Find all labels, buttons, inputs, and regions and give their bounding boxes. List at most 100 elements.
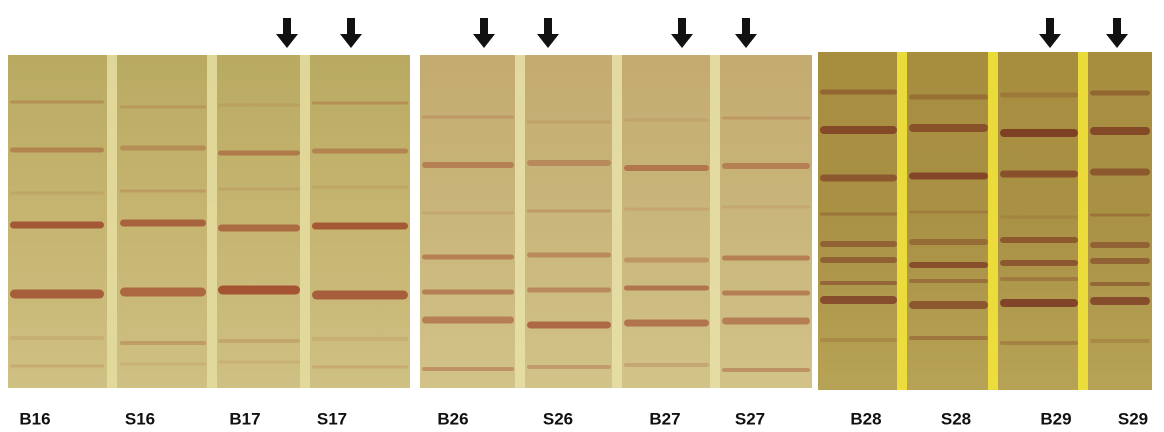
gel-band [218, 187, 300, 191]
gel-band [218, 285, 300, 295]
gel-band [624, 319, 709, 327]
lane-separator [710, 55, 720, 388]
lane-separator [107, 55, 117, 388]
gel-band [1000, 92, 1078, 98]
lane-label: B26 [437, 409, 468, 428]
gel-band [624, 285, 709, 291]
lane-separator [515, 55, 525, 388]
gel-band [820, 174, 897, 182]
lane-label: B17 [229, 409, 260, 428]
lane-separator [988, 52, 998, 390]
lane-separator [897, 52, 907, 390]
gel-band [722, 368, 810, 372]
gel-band [527, 252, 611, 258]
arrow [276, 18, 298, 48]
gel-band [527, 120, 611, 124]
gel-band [1090, 258, 1150, 264]
gel-band [10, 221, 104, 229]
gel-band [312, 148, 408, 154]
lane-label: S28 [941, 409, 971, 428]
arrow [473, 18, 495, 48]
gel-band [722, 317, 810, 325]
gel-band [1090, 213, 1150, 217]
lane-separator [300, 55, 310, 388]
gel-band [909, 301, 988, 309]
lane-label: B28 [850, 409, 881, 428]
gel-band [218, 103, 300, 107]
gel-band [218, 150, 300, 156]
arrow [1106, 18, 1128, 48]
gel-band [1000, 260, 1078, 266]
gel-band [624, 363, 709, 367]
gel-band [624, 257, 709, 263]
gel-band [218, 360, 300, 364]
gel-band [1090, 127, 1150, 135]
gel-band [1090, 242, 1150, 248]
gel-band [10, 100, 104, 104]
gel-band [422, 289, 514, 295]
lane-label: B27 [649, 409, 680, 428]
gel-band [120, 105, 206, 109]
gel-band [10, 191, 104, 195]
gel-band [218, 224, 300, 232]
arrows [276, 18, 1128, 48]
lane-separator [207, 55, 217, 388]
gel-band [820, 296, 897, 304]
gel-band [909, 239, 988, 245]
gel-band [422, 162, 514, 168]
gel-band [218, 339, 300, 343]
gel-band [1000, 215, 1078, 219]
gel-panels [8, 52, 1152, 390]
gel-band [1000, 299, 1078, 307]
gel-band [527, 160, 611, 166]
gel-band [1090, 168, 1150, 176]
gel-band [422, 254, 514, 260]
gel-band [722, 116, 810, 120]
gel-band [527, 365, 611, 369]
gel-band [722, 290, 810, 296]
gel-band [312, 365, 408, 369]
gel-band [624, 165, 709, 171]
lane-separator [612, 55, 622, 388]
arrow [671, 18, 693, 48]
arrow [537, 18, 559, 48]
arrow [1039, 18, 1061, 48]
gel-band [722, 163, 810, 169]
gel-band [10, 147, 104, 153]
gel-band [10, 364, 104, 368]
gel-band [1090, 90, 1150, 96]
lane-separator [1078, 52, 1088, 390]
gel-band [909, 124, 988, 132]
arrow [340, 18, 362, 48]
gel-band [820, 212, 897, 216]
gel-band [909, 336, 988, 340]
gel-band [120, 362, 206, 366]
arrow [735, 18, 757, 48]
gel-band [422, 316, 514, 324]
lane-label: S29 [1118, 409, 1148, 428]
lane-label: S27 [735, 409, 765, 428]
gel-band [1000, 277, 1078, 281]
gel-band [722, 205, 810, 209]
gel-band [422, 211, 514, 215]
gel-band [722, 255, 810, 261]
gel-band [422, 115, 514, 119]
gel-band [909, 94, 988, 100]
gel-band [120, 145, 206, 151]
lane-label: B16 [19, 409, 50, 428]
lane-label: S26 [543, 409, 573, 428]
gel-band [1000, 170, 1078, 178]
gel-band [1000, 129, 1078, 137]
gel-band [820, 338, 897, 342]
gel-band [312, 290, 408, 300]
gel-band [422, 367, 514, 371]
gel-band [909, 262, 988, 268]
gel-panel [818, 52, 1152, 390]
gel-band [312, 101, 408, 105]
gel-band [120, 341, 206, 345]
gel-band [10, 336, 104, 340]
gel-band [624, 118, 709, 122]
gel-band [527, 321, 611, 329]
gel-band [909, 279, 988, 283]
